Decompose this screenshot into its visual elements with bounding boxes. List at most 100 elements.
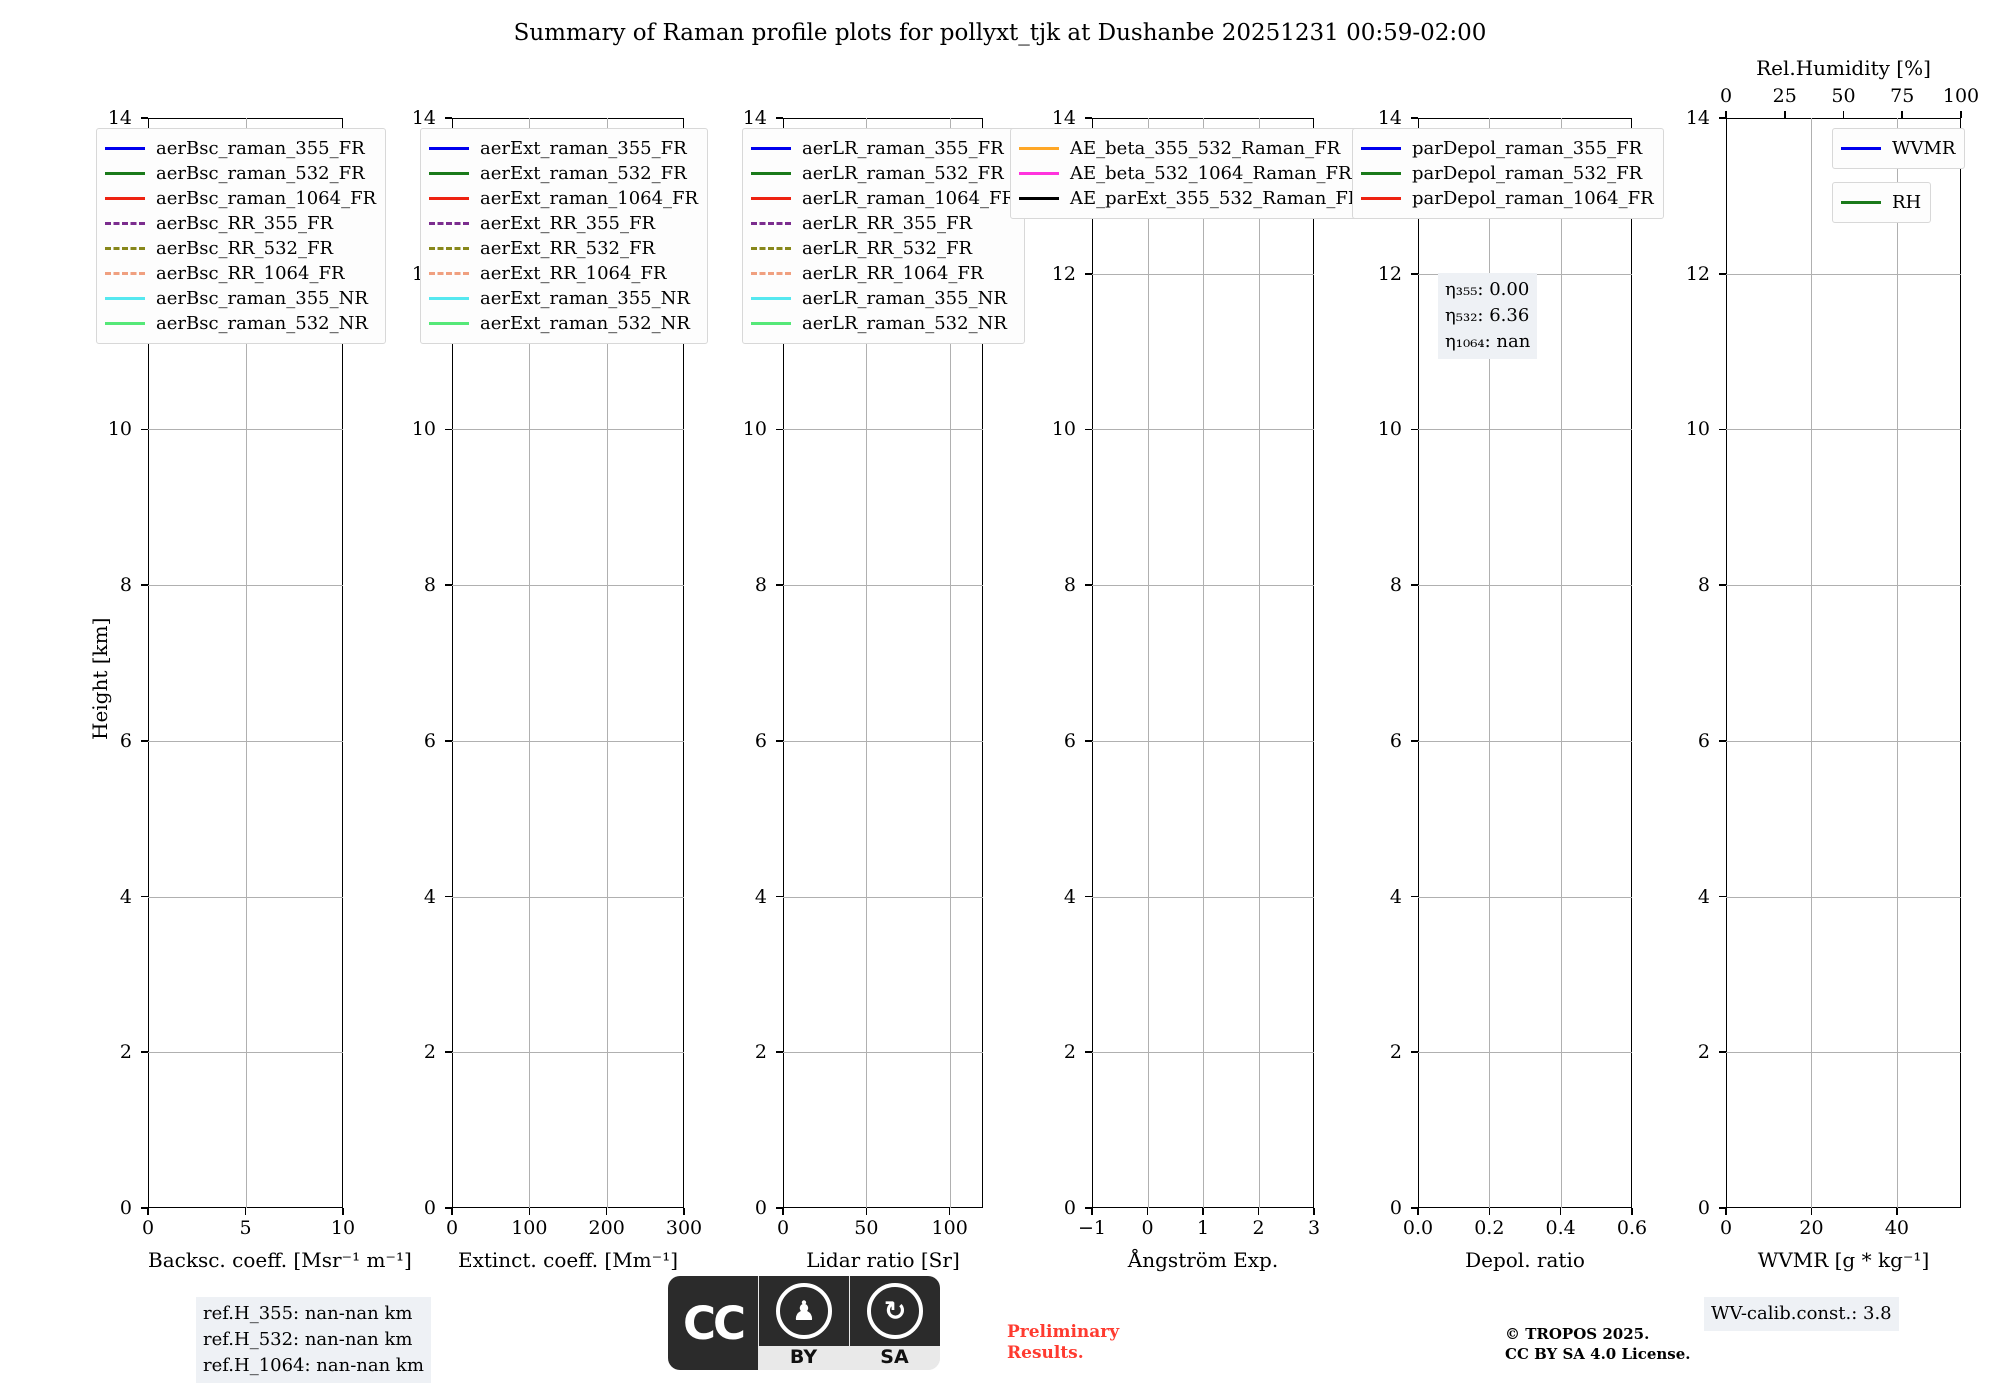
legend-item[interactable]: WVMR — [1841, 136, 1955, 161]
legend-item[interactable]: aerExt_raman_532_NR — [429, 311, 698, 336]
axes-frame-wvmr — [1726, 118, 1961, 1208]
legend-item[interactable]: aerExt_raman_1064_FR — [429, 186, 698, 211]
cc-logo-icon: CC — [668, 1276, 758, 1370]
y-tick — [1411, 895, 1418, 898]
x-tick — [865, 1208, 868, 1215]
legend-backscatter[interactable]: aerBsc_raman_355_FR aerBsc_raman_532_FR ae… — [96, 128, 387, 344]
y-tick — [776, 740, 783, 742]
legend-item[interactable]: RH — [1841, 190, 1921, 215]
legend-item[interactable]: aerBsc_raman_1064_FR — [105, 186, 376, 211]
top-x-tick-label: 25 — [1772, 85, 1797, 107]
legend-item[interactable]: aerBsc_raman_532_NR — [105, 311, 376, 336]
legend-item[interactable]: aerExt_RR_355_FR — [429, 211, 698, 236]
legend-item[interactable]: aerBsc_raman_355_FR — [105, 136, 376, 161]
x-tick — [1202, 1208, 1204, 1215]
y-tick — [1411, 428, 1418, 431]
y-tick — [776, 1207, 783, 1209]
legend-item[interactable]: aerLR_RR_355_FR — [751, 211, 1015, 236]
legend-item[interactable]: aerExt_RR_1064_FR — [429, 261, 698, 286]
gridline-horizontal — [1726, 585, 1961, 587]
y-tick-label: 4 — [1697, 885, 1710, 908]
y-tick — [776, 1051, 783, 1054]
y-tick — [1085, 1051, 1092, 1054]
legend-item[interactable]: aerBsc_RR_355_FR — [105, 211, 376, 236]
y-tick — [776, 117, 783, 119]
y-tick-label: 6 — [119, 729, 132, 752]
gridline-horizontal — [148, 429, 343, 431]
y-tick-label: 2 — [423, 1041, 436, 1064]
y-tick-label: 14 — [1685, 107, 1710, 129]
y-tick — [445, 117, 452, 119]
x-tick-label: 1 — [1196, 1217, 1210, 1239]
legend-item[interactable]: aerBsc_RR_532_FR — [105, 236, 376, 261]
cc-by-person-icon: ♟ — [759, 1276, 849, 1346]
legend-item[interactable]: aerLR_raman_532_NR — [751, 311, 1015, 336]
legend-label: aerLR_raman_355_NR — [802, 287, 1007, 309]
gridline-horizontal — [1092, 273, 1314, 275]
gridline-vertical — [1896, 118, 1898, 1208]
y-tick — [1085, 428, 1092, 431]
panel-depolarization-ratio: 0.0 0.2 0.4 0.6 0 2 4 6 8 10 12 14 Depol. ratio η₃₅… — [1378, 107, 1647, 1272]
gridline-horizontal — [1092, 1052, 1314, 1054]
x-tick — [1313, 1208, 1315, 1215]
x-tick-label: 50 — [854, 1217, 879, 1239]
legend-item[interactable]: AE_beta_355_532_Raman_FR — [1019, 136, 1361, 161]
legend-rh[interactable]: RH — [1832, 182, 1932, 223]
x-tick — [1091, 1208, 1093, 1215]
legend-label: aerBsc_raman_355_FR — [156, 137, 365, 159]
y-tick — [445, 428, 452, 431]
x-tick-label: 100 — [511, 1217, 548, 1239]
gridline-horizontal — [1726, 1052, 1961, 1054]
legend-item[interactable]: aerLR_raman_532_FR — [751, 161, 1015, 186]
x-tick — [451, 1208, 453, 1215]
legend-item[interactable]: aerBsc_raman_355_NR — [105, 286, 376, 311]
x-axis-label-backscatter: Backsc. coeff. [Msr⁻¹ m⁻¹] — [148, 1248, 412, 1272]
legend-lidar-ratio[interactable]: aerLR_raman_355_FR aerLR_raman_532_FR aerL… — [742, 128, 1026, 344]
legend-item[interactable]: aerExt_raman_355_FR — [429, 136, 698, 161]
top-x-tick-label: 0 — [1719, 85, 1733, 107]
legend-item[interactable]: parDepol_raman_1064_FR — [1361, 186, 1654, 211]
legend-item[interactable]: AE_parExt_355_532_Raman_FR — [1019, 186, 1361, 211]
x-tick-label: 200 — [588, 1217, 625, 1239]
legend-item[interactable]: aerLR_raman_1064_FR — [751, 186, 1015, 211]
x-tick — [1257, 1208, 1260, 1215]
y-tick — [141, 740, 148, 742]
legend-item[interactable]: aerBsc_RR_1064_FR — [105, 261, 376, 286]
y-tick-label: 2 — [1389, 1041, 1402, 1064]
creative-commons-license-badge[interactable]: CC ♟ ↻ BY SA — [668, 1276, 940, 1370]
gridline-vertical — [1560, 118, 1562, 1208]
x-tick — [782, 1208, 784, 1215]
legend-item[interactable]: aerExt_RR_532_FR — [429, 236, 698, 261]
legend-extinction[interactable]: aerExt_raman_355_FR aerExt_raman_532_FR ae… — [420, 128, 709, 344]
y-tick-label: 12 — [1051, 262, 1076, 285]
legend-label: aerBsc_RR_532_FR — [156, 237, 334, 259]
y-tick-label: 10 — [411, 418, 436, 441]
legend-item[interactable]: aerLR_raman_355_FR — [751, 136, 1015, 161]
legend-item[interactable]: parDepol_raman_532_FR — [1361, 161, 1654, 186]
legend-angstrom[interactable]: AE_beta_355_532_Raman_FR AE_beta_532_1064… — [1010, 128, 1372, 219]
x-tick — [1896, 1208, 1898, 1215]
y-tick — [445, 740, 452, 742]
gridline-horizontal — [783, 896, 983, 898]
y-tick — [445, 1207, 452, 1209]
legend-item[interactable]: aerLR_raman_355_NR — [751, 286, 1015, 311]
x-tick-label: 3 — [1307, 1217, 1321, 1239]
legend-item[interactable]: aerLR_RR_1064_FR — [751, 261, 1015, 286]
legend-label: aerExt_raman_532_NR — [480, 312, 690, 334]
y-tick-label: 0 — [423, 1197, 436, 1219]
legend-item[interactable]: parDepol_raman_355_FR — [1361, 136, 1654, 161]
legend-item[interactable]: aerLR_RR_532_FR — [751, 236, 1015, 261]
x-tick-label: −1 — [1077, 1217, 1107, 1239]
y-tick-label: 12 — [1377, 262, 1402, 285]
legend-item[interactable]: aerExt_raman_355_NR — [429, 286, 698, 311]
y-tick — [1719, 272, 1726, 275]
legend-item[interactable]: AE_beta_532_1064_Raman_FR — [1019, 161, 1361, 186]
y-tick — [1719, 584, 1726, 586]
top-x-tick — [1901, 111, 1904, 118]
legend-label: aerBsc_RR_355_FR — [156, 212, 334, 234]
legend-depol[interactable]: parDepol_raman_355_FR parDepol_raman_532_… — [1352, 128, 1664, 219]
legend-item[interactable]: aerBsc_raman_532_FR — [105, 161, 376, 186]
legend-wvmr[interactable]: WVMR — [1832, 128, 1966, 169]
y-tick — [1085, 117, 1092, 119]
legend-item[interactable]: aerExt_raman_532_FR — [429, 161, 698, 186]
